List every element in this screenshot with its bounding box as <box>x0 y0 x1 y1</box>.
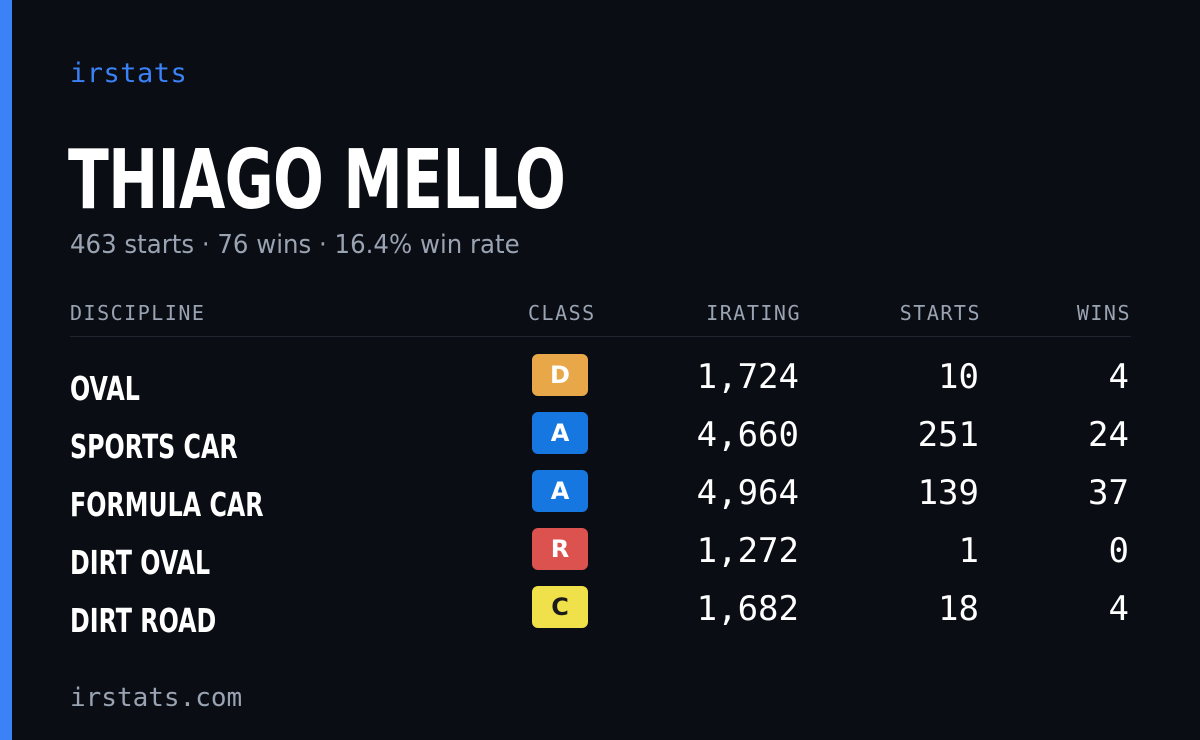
brand-logo-text: irstats <box>70 58 188 89</box>
table-row: FORMULA CAR A 4,964 139 37 <box>70 470 1131 528</box>
table-row: DIRT OVAL R 1,272 1 0 <box>70 528 1131 586</box>
table-row: OVAL D 1,724 10 4 <box>70 354 1131 412</box>
discipline-name: SPORTS CAR <box>70 427 238 466</box>
header-irating: IRATING <box>706 301 801 325</box>
irating-value: 4,964 <box>696 473 799 513</box>
discipline-name: DIRT ROAD <box>70 601 217 640</box>
discipline-name: FORMULA CAR <box>70 485 264 524</box>
driver-name: THIAGO MELLO <box>68 133 566 228</box>
header-class: CLASS <box>528 301 596 325</box>
wins-value: 0 <box>1108 531 1129 571</box>
starts-value: 10 <box>938 357 979 397</box>
irating-value: 1,272 <box>696 531 799 571</box>
class-badge: C <box>532 586 588 628</box>
class-badge: A <box>532 470 588 512</box>
wins-value: 4 <box>1108 589 1129 629</box>
irating-value: 1,682 <box>696 589 799 629</box>
starts-value: 139 <box>917 473 979 513</box>
header-starts: STARTS <box>899 301 981 325</box>
starts-value: 251 <box>917 415 979 455</box>
class-badge: D <box>532 354 588 396</box>
class-badge: R <box>532 528 588 570</box>
starts-value: 18 <box>938 589 979 629</box>
wins-value: 37 <box>1088 473 1129 513</box>
starts-value: 1 <box>958 531 979 571</box>
discipline-name: DIRT OVAL <box>70 543 211 582</box>
wins-value: 4 <box>1108 357 1129 397</box>
table-header: DISCIPLINE CLASS IRATING STARTS WINS <box>70 296 1131 337</box>
discipline-name: OVAL <box>70 369 140 408</box>
footer-url: irstats.com <box>70 683 243 713</box>
table-row: DIRT ROAD C 1,682 18 4 <box>70 586 1131 644</box>
irating-value: 4,660 <box>696 415 799 455</box>
header-discipline: DISCIPLINE <box>70 301 206 325</box>
table-row: SPORTS CAR A 4,660 251 24 <box>70 412 1131 470</box>
driver-summary: 463 starts · 76 wins · 16.4% win rate <box>70 230 520 260</box>
accent-bar <box>0 0 12 740</box>
wins-value: 24 <box>1088 415 1129 455</box>
class-badge: A <box>532 412 588 454</box>
irating-value: 1,724 <box>696 357 799 397</box>
header-wins: WINS <box>1076 301 1131 325</box>
